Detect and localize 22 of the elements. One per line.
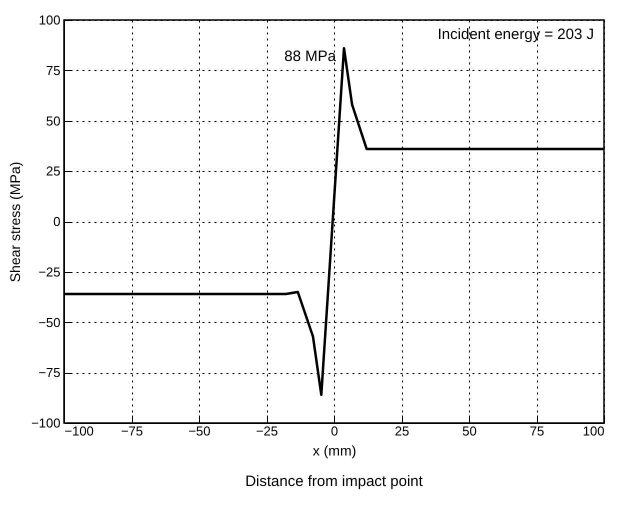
y-tick-label: −25 bbox=[38, 264, 60, 280]
annotation: 88 MPa bbox=[284, 48, 337, 66]
x-tick-label: −25 bbox=[256, 424, 278, 438]
y-axis-title: Shear stress (MPa) bbox=[7, 162, 24, 282]
y-tick-label: 25 bbox=[46, 164, 60, 179]
y-tick-label: 100 bbox=[38, 12, 60, 28]
x-tick-label: −50 bbox=[188, 424, 211, 438]
text: Distance from impact point bbox=[245, 473, 424, 490]
y-tick-label: 75 bbox=[46, 62, 60, 78]
x-tick-label: 75 bbox=[530, 424, 544, 438]
x-tick-label: −100 bbox=[64, 424, 94, 438]
x-tick-label: −75 bbox=[120, 424, 144, 438]
y-tick-label: 0 bbox=[53, 214, 60, 229]
x-tick-label: 25 bbox=[394, 424, 410, 438]
y-tick-label: −50 bbox=[38, 314, 60, 330]
annotation: Incident energy = 203 J bbox=[438, 26, 594, 43]
x-axis-title: x (mm) bbox=[312, 442, 356, 458]
y-tick-label: 50 bbox=[46, 113, 60, 128]
x-tick-label: 0 bbox=[330, 424, 338, 438]
x-tick-label: 50 bbox=[462, 424, 477, 438]
y-tick-label: −75 bbox=[38, 365, 60, 380]
x-tick-label: 100 bbox=[582, 424, 604, 438]
